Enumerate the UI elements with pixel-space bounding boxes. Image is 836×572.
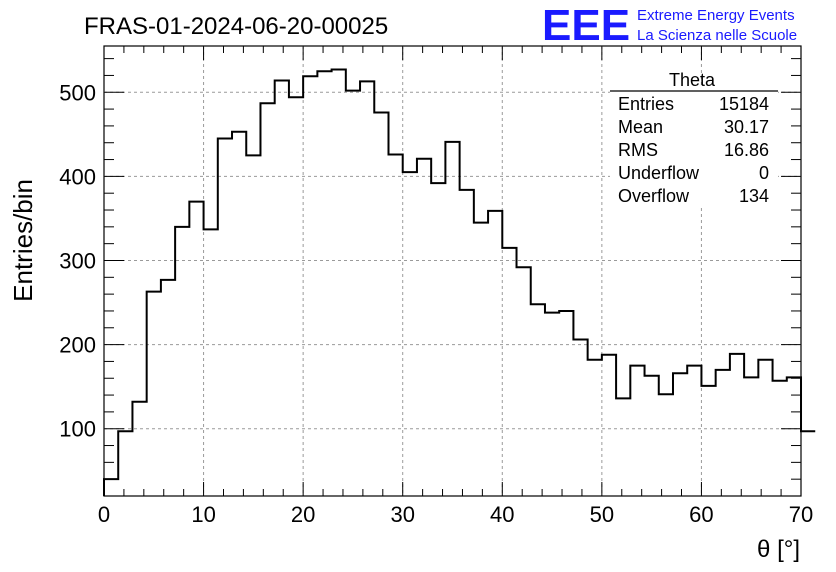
- histogram-bin: [317, 71, 331, 496]
- stats-value: 16.86: [724, 140, 769, 160]
- stats-box-background: [610, 86, 778, 208]
- stats-label: Underflow: [618, 163, 700, 183]
- histogram-bin: [616, 398, 630, 496]
- stats-value: 15184: [719, 94, 769, 114]
- histogram-bin: [687, 366, 701, 496]
- y-tick-label: 400: [59, 164, 96, 189]
- histogram-bin: [645, 376, 659, 496]
- axis-ticks: [103, 46, 802, 497]
- histogram-bin: [474, 223, 488, 496]
- x-tick-label: 60: [689, 502, 713, 527]
- histogram-bin: [218, 139, 232, 496]
- histogram-bin: [460, 190, 474, 496]
- stats-value: 134: [739, 186, 769, 206]
- histogram-bin: [275, 80, 289, 496]
- x-tick-label: 40: [490, 502, 514, 527]
- histogram-bin: [332, 70, 346, 496]
- stats-value: 0: [759, 163, 769, 183]
- x-tick-label: 50: [590, 502, 614, 527]
- histogram-bin: [787, 377, 801, 496]
- y-tick-label: 500: [59, 80, 96, 105]
- x-tick-label: 10: [191, 502, 215, 527]
- eee-logo-mark: EEE: [542, 1, 630, 50]
- x-tick-label: 0: [98, 502, 110, 527]
- x-tick-label: 30: [390, 502, 414, 527]
- stats-label: Entries: [618, 94, 674, 114]
- histogram-bin: [517, 267, 531, 496]
- histogram-bin: [659, 394, 673, 496]
- histogram-bin: [161, 280, 175, 496]
- histogram-bin: [189, 202, 203, 496]
- histogram-bin: [246, 155, 260, 496]
- histogram-bin: [488, 211, 502, 496]
- y-tick-label: 100: [59, 417, 96, 442]
- chart-title: FRAS-01-2024-06-20-00025: [84, 13, 388, 40]
- stats-label: RMS: [618, 140, 658, 160]
- histogram-bin: [588, 360, 602, 496]
- histogram-bin: [260, 103, 274, 496]
- x-tick-labels: 0 10 20 30 40 50 60 70: [98, 502, 813, 527]
- histogram-outline: [103, 68, 816, 496]
- y-tick-labels: 100 200 300 400 500: [59, 80, 96, 441]
- y-tick-label: 300: [59, 248, 96, 273]
- histogram-bin: [701, 386, 715, 496]
- x-tick-label: 20: [291, 502, 315, 527]
- stats-label: Mean: [618, 117, 663, 137]
- histogram-bin: [559, 311, 573, 496]
- histogram-bin: [673, 373, 687, 496]
- histogram-bin: [545, 313, 559, 496]
- stats-label: Overflow: [618, 186, 690, 206]
- histogram-bin: [403, 172, 417, 496]
- histogram-bin: [132, 402, 146, 496]
- histogram-bin: [374, 112, 388, 496]
- grid: [104, 46, 801, 496]
- histogram-bin: [147, 292, 161, 496]
- y-axis-label: Entries/bin: [8, 179, 38, 302]
- histogram-bin: [431, 183, 445, 496]
- histogram-bin: [801, 431, 815, 496]
- eee-logo-line1: Extreme Energy Events: [637, 7, 795, 24]
- histogram-bin: [573, 340, 587, 496]
- histogram-bin: [744, 377, 758, 496]
- stats-box: Theta Entries 15184 Mean 30.17 RMS 16.86 Under…: [610, 70, 778, 208]
- histogram-bin: [388, 155, 402, 496]
- histogram-bin: [289, 97, 303, 496]
- histogram-bin: [303, 76, 317, 496]
- histogram-bin: [502, 248, 516, 496]
- histogram-bin: [445, 142, 459, 496]
- histogram-bin: [232, 132, 246, 496]
- histogram-bin: [417, 159, 431, 496]
- histogram-bin: [175, 227, 189, 496]
- histogram-bin: [346, 91, 360, 496]
- histogram-bin: [118, 431, 132, 496]
- histogram-bin: [716, 370, 730, 496]
- x-tick-label: 70: [789, 502, 813, 527]
- histogram-bin: [204, 229, 218, 496]
- histogram-bin: [730, 354, 744, 496]
- eee-logo-line2: La Scienza nelle Scuole: [637, 27, 797, 44]
- stats-box-title: Theta: [669, 70, 716, 90]
- histogram-bin: [773, 381, 787, 496]
- histogram-bin: [531, 304, 545, 496]
- y-tick-label: 200: [59, 333, 96, 358]
- eee-logo: EEE Extreme Energy Events La Scienza nel…: [542, 1, 797, 50]
- histogram-bin: [104, 479, 118, 496]
- stats-value: 30.17: [724, 117, 769, 137]
- histogram-bin: [630, 366, 644, 496]
- x-axis-label: θ [°]: [757, 536, 800, 563]
- histogram-bin: [758, 360, 772, 496]
- histogram-bin: [602, 355, 616, 496]
- histogram-bin: [360, 81, 374, 496]
